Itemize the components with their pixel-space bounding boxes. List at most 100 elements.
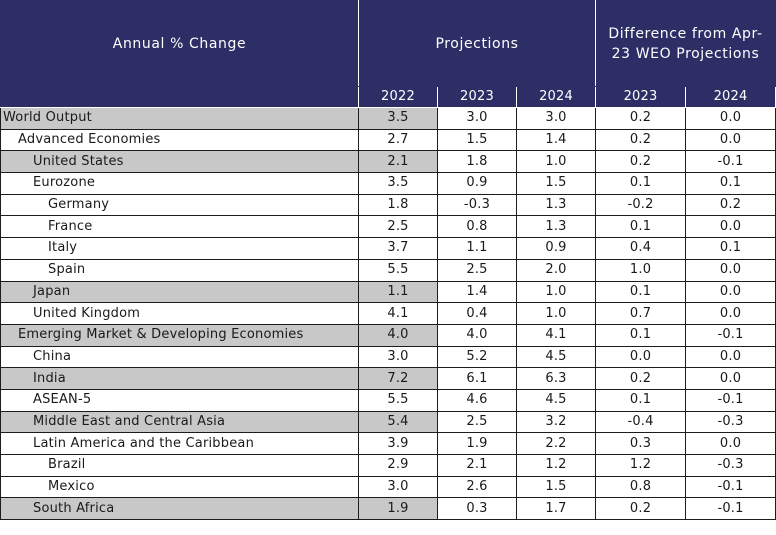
row-value: -0.1 bbox=[685, 323, 776, 347]
table-row: Eurozone 3.5 0.9 1.5 0.1 0.1 bbox=[0, 172, 776, 195]
projections-header: Projections bbox=[357, 0, 597, 87]
row-value: 0.0 bbox=[685, 107, 776, 130]
row-label: Advanced Economies bbox=[0, 128, 359, 152]
row-value: 1.1 bbox=[358, 280, 438, 304]
row-value: 2.1 bbox=[358, 150, 438, 174]
row-value: 0.0 bbox=[685, 345, 776, 369]
row-value: 0.0 bbox=[685, 128, 776, 152]
row-value: 2.5 bbox=[437, 258, 517, 282]
row-label: Emerging Market & Developing Economies bbox=[0, 323, 359, 347]
row-label: South Africa bbox=[0, 497, 359, 521]
row-value: 0.1 bbox=[685, 237, 776, 260]
row-value: 7.2 bbox=[358, 367, 438, 390]
row-label: Middle East and Central Asia bbox=[0, 410, 359, 434]
row-value: 1.5 bbox=[515, 172, 597, 195]
row-value: 5.5 bbox=[358, 388, 438, 412]
row-value: -0.1 bbox=[685, 388, 776, 412]
row-value: 1.8 bbox=[437, 150, 517, 174]
row-value: 6.1 bbox=[437, 367, 517, 390]
row-label: Brazil bbox=[0, 454, 359, 477]
row-value: 0.0 bbox=[685, 280, 776, 304]
row-value: 2.2 bbox=[515, 432, 597, 455]
table-row: Latin America and the Caribbean 3.9 1.9 2.2… bbox=[0, 432, 776, 455]
table-row: South Africa 1.9 0.3 1.7 0.2 -0.1 bbox=[0, 497, 776, 521]
row-value: 1.0 bbox=[515, 150, 597, 174]
row-value: 3.9 bbox=[358, 432, 438, 455]
table-row: World Output 3.5 3.0 3.0 0.2 0.0 bbox=[0, 107, 776, 130]
year-row-blank bbox=[0, 86, 359, 108]
row-label: France bbox=[0, 215, 359, 239]
row-value: 1.5 bbox=[437, 128, 517, 152]
row-value: 3.5 bbox=[358, 107, 438, 130]
col-2022: 2022 bbox=[358, 86, 438, 108]
row-value: 1.5 bbox=[515, 475, 597, 499]
row-value: 2.0 bbox=[515, 258, 597, 282]
row-value: 0.1 bbox=[595, 388, 687, 412]
row-value: 0.2 bbox=[685, 193, 776, 217]
row-value: 0.0 bbox=[685, 432, 776, 455]
row-value: 3.0 bbox=[358, 345, 438, 369]
row-value: 5.2 bbox=[437, 345, 517, 369]
row-value: 4.1 bbox=[358, 302, 438, 325]
row-value: -0.1 bbox=[685, 150, 776, 174]
row-value: 3.0 bbox=[358, 475, 438, 499]
row-value: 0.0 bbox=[685, 215, 776, 239]
row-value: 0.3 bbox=[437, 497, 517, 521]
row-value: 0.2 bbox=[595, 497, 687, 521]
row-value: 1.9 bbox=[437, 432, 517, 455]
row-value: 1.3 bbox=[515, 193, 597, 217]
row-value: 0.1 bbox=[595, 280, 687, 304]
row-value: -0.1 bbox=[685, 497, 776, 521]
table-row: Emerging Market & Developing Economies 4.… bbox=[0, 323, 776, 347]
row-value: -0.3 bbox=[437, 193, 517, 217]
row-label: United States bbox=[0, 150, 359, 174]
row-value: -0.3 bbox=[685, 410, 776, 434]
row-value: 1.0 bbox=[515, 280, 597, 304]
row-value: 4.5 bbox=[515, 345, 597, 369]
row-value: -0.3 bbox=[685, 454, 776, 477]
row-value: -0.1 bbox=[685, 475, 776, 499]
row-value: 0.3 bbox=[595, 432, 687, 455]
row-value: 4.1 bbox=[515, 323, 597, 347]
table-row: France 2.5 0.8 1.3 0.1 0.0 bbox=[0, 215, 776, 239]
table-row: China 3.0 5.2 4.5 0.0 0.0 bbox=[0, 345, 776, 369]
row-value: 0.0 bbox=[685, 302, 776, 325]
table-row: United Kingdom 4.1 0.4 1.0 0.7 0.0 bbox=[0, 302, 776, 325]
row-value: 1.0 bbox=[515, 302, 597, 325]
row-label: World Output bbox=[0, 107, 359, 130]
row-value: 2.5 bbox=[437, 410, 517, 434]
weo-growth-table: Annual % Change Projections Difference f… bbox=[0, 0, 776, 521]
table-row: Spain 5.5 2.5 2.0 1.0 0.0 bbox=[0, 258, 776, 282]
row-value: 1.7 bbox=[515, 497, 597, 521]
table-row: Advanced Economies 2.7 1.5 1.4 0.2 0.0 bbox=[0, 128, 776, 152]
row-value: 1.2 bbox=[515, 454, 597, 477]
row-value: 0.8 bbox=[595, 475, 687, 499]
row-value: 3.5 bbox=[358, 172, 438, 195]
table-row: Japan 1.1 1.4 1.0 0.1 0.0 bbox=[0, 280, 776, 304]
row-value: 2.6 bbox=[437, 475, 517, 499]
row-value: 5.4 bbox=[358, 410, 438, 434]
row-value: 0.9 bbox=[437, 172, 517, 195]
row-value: 0.1 bbox=[685, 172, 776, 195]
row-value: 0.0 bbox=[685, 367, 776, 390]
row-label: Spain bbox=[0, 258, 359, 282]
row-value: 0.4 bbox=[595, 237, 687, 260]
row-value: 2.7 bbox=[358, 128, 438, 152]
row-value: 0.8 bbox=[437, 215, 517, 239]
col-diff-2024: 2024 bbox=[685, 86, 776, 108]
row-value: 1.3 bbox=[515, 215, 597, 239]
row-value: 0.4 bbox=[437, 302, 517, 325]
row-value: 1.1 bbox=[437, 237, 517, 260]
row-value: 5.5 bbox=[358, 258, 438, 282]
difference-header: Difference from Apr-23 WEO Projections bbox=[595, 0, 776, 87]
difference-header-text: Difference from Apr-23 WEO Projections bbox=[608, 25, 763, 62]
table-row: United States 2.1 1.8 1.0 0.2 -0.1 bbox=[0, 150, 776, 174]
row-value: 3.0 bbox=[515, 107, 597, 130]
row-value: -0.4 bbox=[595, 410, 687, 434]
row-value: 1.4 bbox=[515, 128, 597, 152]
row-value: 4.0 bbox=[358, 323, 438, 347]
row-value: 0.1 bbox=[595, 172, 687, 195]
row-value: 3.2 bbox=[515, 410, 597, 434]
row-value: 1.2 bbox=[595, 454, 687, 477]
year-row: 2022 2023 2024 2023 2024 bbox=[0, 86, 776, 108]
